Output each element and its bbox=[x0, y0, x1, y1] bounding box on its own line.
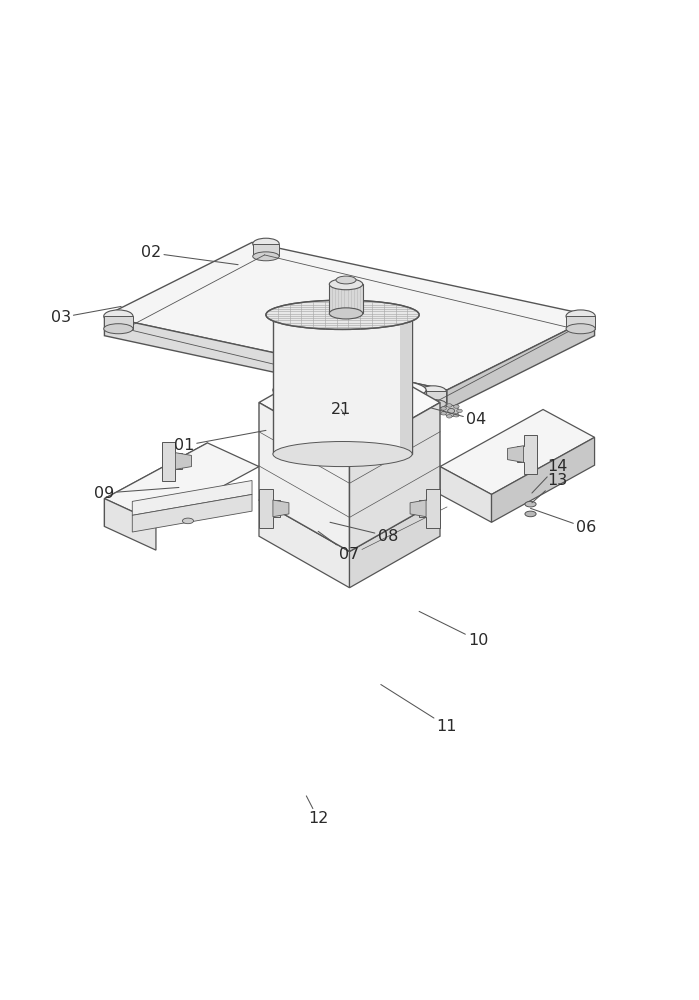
Text: 10: 10 bbox=[419, 611, 489, 648]
Ellipse shape bbox=[329, 308, 363, 319]
Ellipse shape bbox=[525, 501, 536, 507]
Polygon shape bbox=[253, 244, 279, 256]
Polygon shape bbox=[273, 390, 426, 457]
Text: 02: 02 bbox=[141, 245, 238, 265]
Ellipse shape bbox=[273, 442, 412, 467]
Ellipse shape bbox=[447, 415, 452, 418]
Polygon shape bbox=[491, 437, 595, 522]
Polygon shape bbox=[132, 494, 252, 532]
Polygon shape bbox=[419, 489, 440, 528]
Polygon shape bbox=[400, 315, 412, 454]
Polygon shape bbox=[104, 443, 208, 526]
Polygon shape bbox=[103, 316, 133, 329]
Ellipse shape bbox=[103, 324, 133, 334]
Text: 07: 07 bbox=[318, 531, 359, 562]
Ellipse shape bbox=[273, 377, 426, 403]
Text: 03: 03 bbox=[50, 306, 121, 325]
Polygon shape bbox=[440, 467, 491, 522]
Polygon shape bbox=[267, 448, 432, 462]
Polygon shape bbox=[104, 242, 595, 390]
Text: 04: 04 bbox=[432, 408, 487, 427]
Polygon shape bbox=[440, 409, 595, 494]
Polygon shape bbox=[431, 407, 449, 414]
Text: 12: 12 bbox=[306, 796, 329, 826]
Ellipse shape bbox=[273, 302, 412, 327]
Text: 06: 06 bbox=[531, 508, 596, 535]
Text: 14: 14 bbox=[532, 459, 567, 493]
Polygon shape bbox=[259, 448, 440, 552]
Polygon shape bbox=[259, 489, 280, 528]
Ellipse shape bbox=[420, 386, 446, 397]
Polygon shape bbox=[259, 351, 440, 454]
Polygon shape bbox=[161, 442, 182, 481]
Ellipse shape bbox=[443, 405, 459, 416]
Ellipse shape bbox=[447, 408, 454, 413]
Polygon shape bbox=[273, 315, 412, 454]
Ellipse shape bbox=[566, 324, 596, 334]
Ellipse shape bbox=[267, 448, 432, 477]
Polygon shape bbox=[259, 500, 350, 588]
Ellipse shape bbox=[103, 310, 133, 322]
Text: 09: 09 bbox=[94, 486, 179, 501]
Polygon shape bbox=[104, 443, 259, 522]
Polygon shape bbox=[350, 403, 440, 552]
Polygon shape bbox=[420, 391, 446, 404]
Ellipse shape bbox=[566, 310, 596, 322]
Ellipse shape bbox=[336, 276, 356, 284]
Text: 11: 11 bbox=[381, 684, 457, 734]
Ellipse shape bbox=[253, 252, 279, 261]
Ellipse shape bbox=[456, 409, 462, 413]
Polygon shape bbox=[259, 403, 350, 552]
Ellipse shape bbox=[253, 238, 279, 249]
Polygon shape bbox=[329, 284, 363, 313]
Ellipse shape bbox=[420, 399, 446, 408]
Ellipse shape bbox=[266, 300, 419, 329]
Polygon shape bbox=[175, 453, 192, 469]
Polygon shape bbox=[273, 500, 289, 517]
Text: 21: 21 bbox=[331, 402, 352, 417]
Text: 01: 01 bbox=[173, 430, 266, 453]
Ellipse shape bbox=[329, 279, 363, 290]
Polygon shape bbox=[414, 390, 426, 457]
Polygon shape bbox=[132, 481, 252, 515]
Polygon shape bbox=[507, 446, 524, 462]
Ellipse shape bbox=[441, 407, 447, 410]
Text: 13: 13 bbox=[532, 473, 567, 503]
Ellipse shape bbox=[267, 434, 432, 463]
Ellipse shape bbox=[454, 413, 459, 417]
Text: 08: 08 bbox=[330, 522, 398, 544]
Ellipse shape bbox=[525, 511, 536, 517]
Polygon shape bbox=[410, 500, 426, 517]
Polygon shape bbox=[350, 500, 440, 588]
Polygon shape bbox=[517, 435, 538, 474]
Ellipse shape bbox=[454, 405, 459, 408]
Polygon shape bbox=[447, 316, 595, 409]
Polygon shape bbox=[104, 316, 447, 409]
Ellipse shape bbox=[447, 404, 452, 407]
Ellipse shape bbox=[441, 412, 447, 415]
Polygon shape bbox=[566, 316, 596, 329]
Polygon shape bbox=[104, 499, 156, 550]
Ellipse shape bbox=[273, 444, 426, 470]
Ellipse shape bbox=[182, 518, 194, 524]
